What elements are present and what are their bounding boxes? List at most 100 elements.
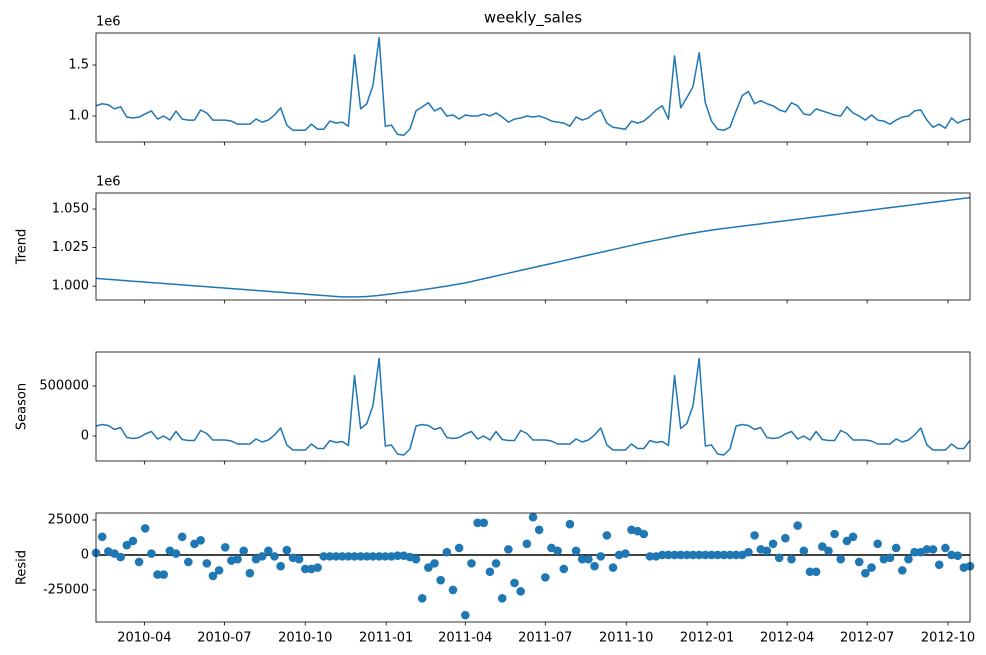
resid-point — [854, 557, 864, 567]
resid-point — [350, 552, 359, 561]
resid-point — [565, 519, 575, 529]
resid-point — [694, 550, 704, 560]
resid-point — [781, 533, 790, 543]
resid-point — [208, 571, 218, 581]
resid-point — [356, 552, 365, 561]
resid-point — [497, 594, 507, 603]
x-tick-label: 2010-04 — [117, 631, 171, 646]
resid-point — [460, 610, 470, 620]
resid-point — [559, 564, 569, 574]
resid-point — [313, 563, 322, 572]
resid-point — [867, 563, 876, 572]
resid-point — [541, 573, 550, 582]
resid-point — [848, 532, 858, 542]
resid-point — [122, 540, 132, 550]
x-tick-label: 2011-01 — [359, 631, 413, 646]
resid-point — [337, 552, 347, 561]
resid-point — [670, 550, 679, 560]
axes-frame — [95, 192, 971, 301]
y-tick-label: 1.025 — [52, 240, 89, 255]
panel-title: weekly_sales — [484, 9, 582, 28]
resid-point — [639, 529, 649, 539]
resid-point — [817, 542, 827, 551]
resid-point — [516, 587, 525, 596]
resid-point — [270, 552, 279, 561]
x-tick-label: 2011-07 — [518, 631, 572, 646]
x-tick-label: 2012-04 — [760, 631, 814, 646]
resid-point — [645, 552, 655, 561]
resid-point — [214, 566, 224, 575]
x-tick-label: 2012-01 — [680, 631, 734, 646]
resid-point — [257, 552, 267, 561]
resid-point — [928, 545, 938, 554]
resid-point — [504, 545, 513, 554]
resid-point — [707, 550, 716, 560]
y-tick-label: 1.000 — [52, 279, 89, 294]
resid-point — [491, 559, 501, 568]
resid-point — [621, 549, 630, 558]
resid-point — [485, 567, 495, 577]
resid-point — [510, 578, 519, 588]
resid-point — [824, 546, 833, 556]
resid-point — [442, 547, 452, 557]
resid-point — [842, 536, 852, 546]
resid-point — [325, 552, 335, 561]
resid-point — [744, 547, 753, 557]
resid-point — [664, 550, 673, 560]
axes-frame — [95, 351, 971, 462]
resid-point — [276, 561, 285, 571]
resid-point — [941, 543, 950, 553]
resid-point — [787, 554, 796, 564]
resid-point — [830, 529, 839, 539]
resid-point — [331, 552, 341, 561]
resid-point — [793, 521, 802, 530]
y-tick-label: 0 — [81, 429, 89, 444]
resid-point — [128, 536, 138, 546]
resid-point — [836, 554, 846, 564]
resid-point — [571, 546, 581, 556]
resid-point — [177, 532, 187, 542]
resid-point — [762, 546, 772, 556]
resid-point — [922, 545, 932, 554]
resid-point — [319, 552, 329, 561]
y-tick-label: 1.0 — [68, 108, 89, 123]
resid-point — [362, 552, 372, 561]
resid-point — [953, 551, 962, 560]
resid-point — [300, 564, 310, 574]
y-tick-label: 1.050 — [52, 202, 89, 217]
y-axis-label: Trend — [15, 229, 30, 266]
resid-point — [294, 554, 304, 564]
resid-point — [233, 554, 242, 564]
resid-point — [368, 552, 378, 561]
y-axis-label: Season — [15, 383, 30, 430]
resid-point — [774, 553, 784, 563]
resid-point — [97, 532, 107, 542]
x-tick-label: 2010-10 — [278, 631, 332, 646]
axes-frame — [95, 32, 971, 143]
y-tick-label: 1.5 — [68, 58, 89, 73]
resid-point — [719, 550, 729, 560]
resid-point — [454, 543, 464, 553]
resid-point — [682, 550, 692, 560]
resid-point — [417, 594, 427, 603]
resid-point — [584, 554, 593, 564]
resid-point — [220, 542, 230, 552]
resid-point — [725, 550, 735, 560]
resid-point — [522, 539, 532, 549]
y-tick-label: 25000 — [48, 512, 89, 527]
resid-point — [731, 550, 741, 560]
resid-point — [897, 566, 907, 575]
resid-point — [805, 567, 815, 577]
resid-point — [713, 550, 722, 560]
offset-text: 1e6 — [96, 15, 121, 30]
resid-point — [873, 539, 882, 549]
resid-point — [282, 545, 292, 555]
x-tick-label: 2011-10 — [599, 631, 653, 646]
resid-point — [467, 559, 476, 568]
resid-point — [159, 570, 169, 579]
resid-point — [676, 550, 686, 560]
resid-point — [904, 554, 913, 564]
x-tick-label: 2011-04 — [438, 631, 492, 646]
resid-point — [134, 557, 144, 567]
